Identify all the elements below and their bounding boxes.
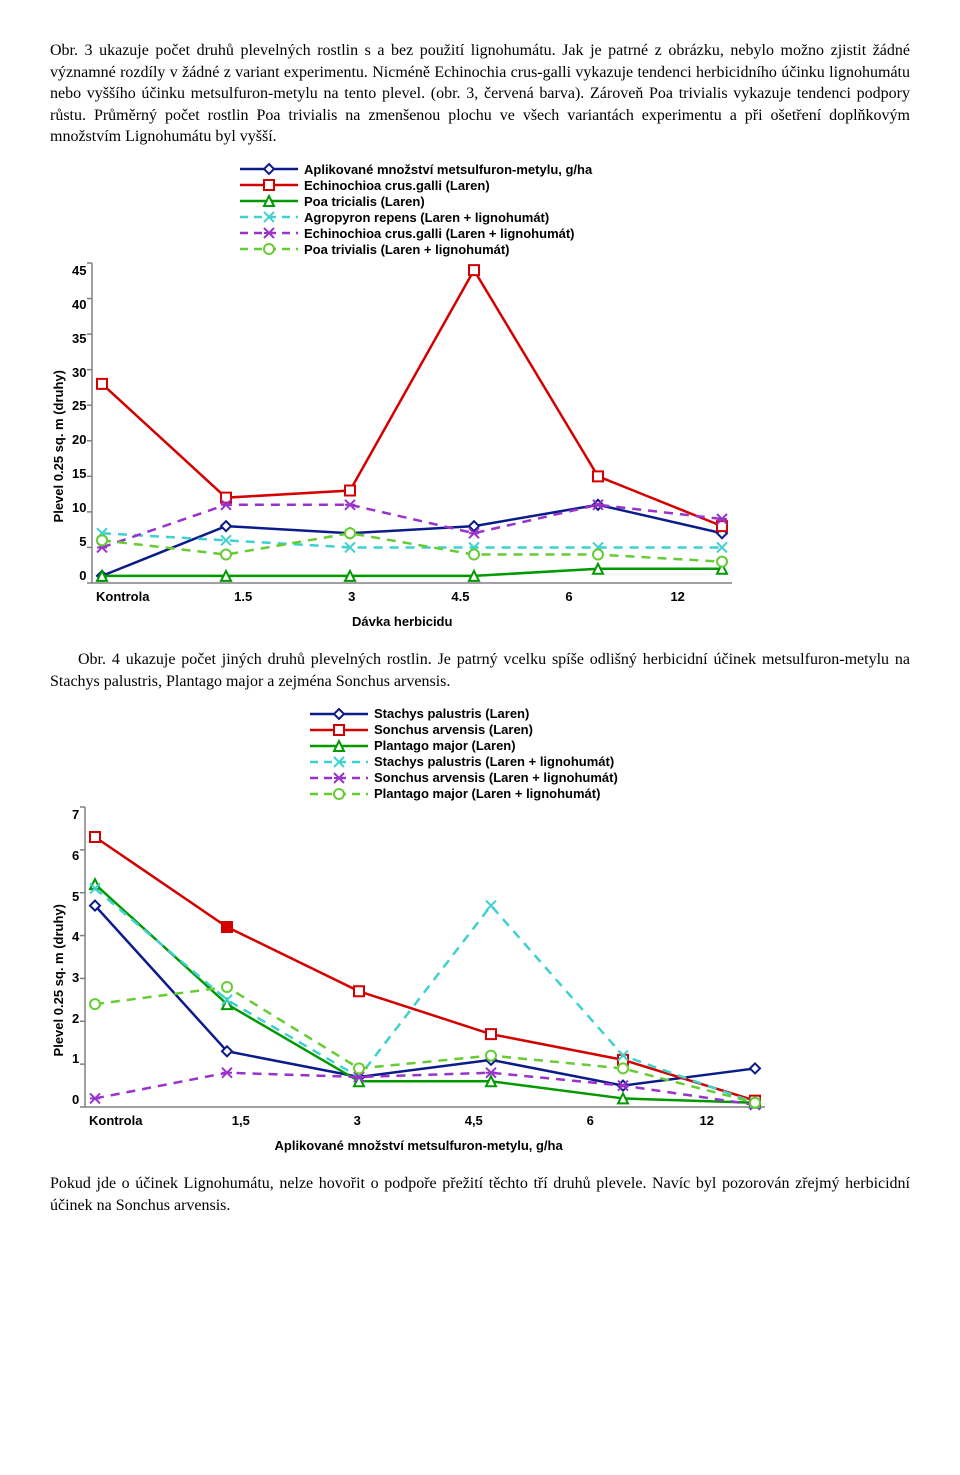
legend-label: Echinochioa crus.galli (Laren) <box>304 178 490 193</box>
xtick-label: 12 <box>623 589 732 604</box>
ytick-label: 5 <box>79 534 86 549</box>
legend-item: Agropyron repens (Laren + lignohumát) <box>240 210 910 225</box>
xtick-label: Kontrola <box>85 1113 183 1128</box>
figure-3: Aplikované množství metsulfuron-metylu, … <box>50 162 910 629</box>
figure-4: Stachys palustris (Laren)Sonchus arvensi… <box>50 706 910 1153</box>
chart1-plot <box>92 263 732 583</box>
paragraph-3: Pokud jde o účinek Lignohumátu, nelze ho… <box>50 1173 910 1216</box>
legend-item: Poa trivialis (Laren + lignohumát) <box>240 242 910 257</box>
xtick-label: 6 <box>515 589 624 604</box>
chart1-xticks: Kontrola1.534.5612 <box>92 589 732 604</box>
ytick-label: 0 <box>79 568 86 583</box>
chart1-yticks: 45 40 35 30 25 20 15 10 5 0 <box>72 263 92 583</box>
chart2-ylabel: Plevel 0.25 sq. m (druhy) <box>51 904 66 1056</box>
xtick-label: 12 <box>648 1113 764 1128</box>
chart2-xlabel: Aplikované množství metsulfuron-metylu, … <box>72 1138 765 1153</box>
ytick-label: 7 <box>72 807 79 822</box>
legend-label: Aplikované množství metsulfuron-metylu, … <box>304 162 592 177</box>
ytick-label: 1 <box>72 1051 79 1066</box>
legend-label: Plantago major (Laren + lignohumát) <box>374 786 600 801</box>
legend-label: Poa tricialis (Laren) <box>304 194 425 209</box>
legend-label: Stachys palustris (Laren + lignohumát) <box>374 754 614 769</box>
legend-item: Echinochioa crus.galli (Laren) <box>240 178 910 193</box>
xtick-label: 4.5 <box>406 589 515 604</box>
ytick-label: 4 <box>72 929 79 944</box>
legend-item: Sonchus arvensis (Laren) <box>310 722 910 737</box>
legend-item: Plantago major (Laren + lignohumát) <box>310 786 910 801</box>
legend-item: Stachys palustris (Laren + lignohumát) <box>310 754 910 769</box>
legend-item: Stachys palustris (Laren) <box>310 706 910 721</box>
xtick-label: 1.5 <box>189 589 298 604</box>
xtick-label: 3 <box>299 1113 415 1128</box>
chart2-legend: Stachys palustris (Laren)Sonchus arvensi… <box>310 706 910 801</box>
ytick-label: 6 <box>72 848 79 863</box>
legend-label: Echinochioa crus.galli (Laren + lignohum… <box>304 226 575 241</box>
xtick-label: 4,5 <box>416 1113 532 1128</box>
ytick-label: 45 <box>72 263 86 278</box>
legend-label: Sonchus arvensis (Laren) <box>374 722 533 737</box>
ytick-label: 5 <box>72 889 79 904</box>
legend-label: Sonchus arvensis (Laren + lignohumát) <box>374 770 618 785</box>
ytick-label: 35 <box>72 331 86 346</box>
ytick-label: 40 <box>72 297 86 312</box>
ytick-label: 2 <box>72 1011 79 1026</box>
chart1-ylabel: Plevel 0.25 sq. m (druhy) <box>51 370 66 522</box>
legend-item: Sonchus arvensis (Laren + lignohumát) <box>310 770 910 785</box>
ytick-label: 15 <box>72 466 86 481</box>
legend-label: Stachys palustris (Laren) <box>374 706 529 721</box>
chart1-legend: Aplikované množství metsulfuron-metylu, … <box>240 162 910 257</box>
paragraph-1: Obr. 3 ukazuje počet druhů plevelných ro… <box>50 40 910 148</box>
ytick-label: 20 <box>72 432 86 447</box>
ytick-label: 10 <box>72 500 86 515</box>
xtick-label: 3 <box>297 589 406 604</box>
ytick-label: 25 <box>72 398 86 413</box>
xtick-label: 6 <box>532 1113 648 1128</box>
legend-item: Plantago major (Laren) <box>310 738 910 753</box>
legend-label: Plantago major (Laren) <box>374 738 516 753</box>
legend-item: Echinochioa crus.galli (Laren + lignohum… <box>240 226 910 241</box>
chart2-plot <box>85 807 765 1107</box>
xtick-label: 1,5 <box>183 1113 299 1128</box>
legend-label: Agropyron repens (Laren + lignohumát) <box>304 210 549 225</box>
xtick-label: Kontrola <box>92 589 189 604</box>
chart2-yticks: 7 6 5 4 3 2 1 0 <box>72 807 85 1107</box>
paragraph-2: Obr. 4 ukazuje počet jiných druhů plevel… <box>50 649 910 692</box>
legend-item: Poa tricialis (Laren) <box>240 194 910 209</box>
chart1-xlabel: Dávka herbicidu <box>72 614 732 629</box>
ytick-label: 0 <box>72 1092 79 1107</box>
chart2-xticks: Kontrola1,534,5612 <box>85 1113 765 1128</box>
ytick-label: 3 <box>72 970 79 985</box>
legend-label: Poa trivialis (Laren + lignohumát) <box>304 242 510 257</box>
legend-item: Aplikované množství metsulfuron-metylu, … <box>240 162 910 177</box>
ytick-label: 30 <box>72 365 86 380</box>
